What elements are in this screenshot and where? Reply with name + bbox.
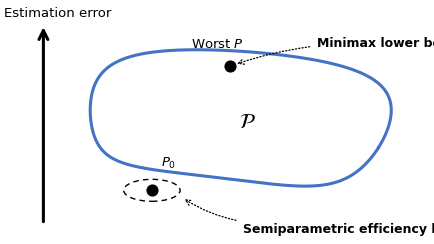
Text: Estimation error: Estimation error	[4, 7, 112, 20]
Text: Worst $P$: Worst $P$	[191, 38, 244, 51]
Point	[227, 64, 233, 68]
Text: $\mathcal{P}$: $\mathcal{P}$	[239, 112, 256, 132]
Point	[148, 188, 155, 192]
Text: Minimax lower bound: Minimax lower bound	[317, 37, 434, 51]
Text: $P_0$: $P_0$	[161, 156, 176, 171]
Text: Semiparametric efficiency bound: Semiparametric efficiency bound	[243, 223, 434, 236]
